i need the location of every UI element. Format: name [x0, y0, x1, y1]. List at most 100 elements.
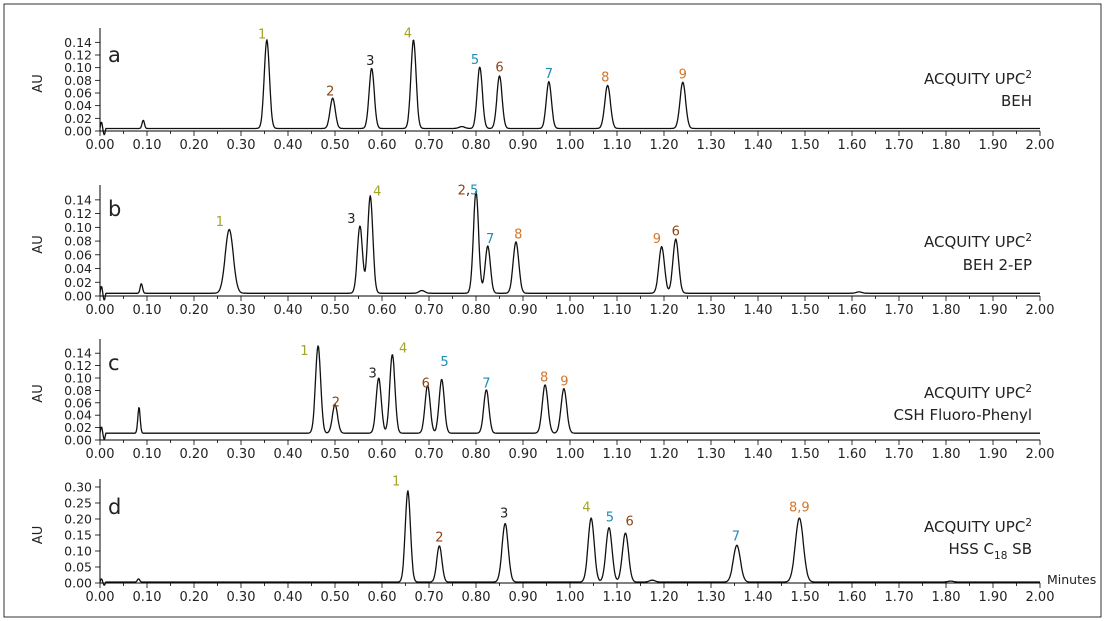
x-tick-label: 1.20 [650, 590, 679, 605]
peak-label: 4 [582, 501, 590, 516]
x-tick-label: 1.50 [791, 303, 820, 318]
x-tick-label: 1.00 [556, 303, 585, 318]
x-tick-label: 0.60 [368, 303, 397, 318]
figure-border [3, 3, 1102, 618]
column-title: ACQUITY UPC2 [924, 517, 1032, 536]
x-tick-label: 1.90 [979, 590, 1008, 605]
x-tick-label: 1.50 [791, 138, 820, 153]
x-tick-label: 1.00 [556, 447, 585, 462]
x-tick-label: 1.20 [650, 447, 679, 462]
peak-label: 8 [514, 227, 522, 242]
y-tick-label: 0.04 [64, 98, 92, 113]
panel-label: d [108, 495, 121, 519]
x-tick-label: 0.10 [133, 303, 162, 318]
x-tick-label: 1.50 [791, 447, 820, 462]
peak-label: 1 [258, 28, 266, 43]
peak-label: 5 [471, 53, 479, 68]
x-tick-label: 1.40 [744, 303, 773, 318]
x-tick-label: 1.30 [697, 303, 726, 318]
x-tick-label: 1.40 [744, 447, 773, 462]
x-tick-label: 2.00 [1026, 590, 1055, 605]
x-tick-label: 1.10 [603, 138, 632, 153]
x-tick-label: 1.90 [979, 303, 1008, 318]
x-tick-label: 0.90 [509, 590, 538, 605]
x-tick-label: 0.50 [321, 138, 350, 153]
x-tick-label: 1.00 [556, 590, 585, 605]
y-tick-label: 0.06 [64, 395, 92, 410]
y-axis-label: AU [31, 74, 46, 92]
y-tick-label: 0.10 [64, 371, 92, 386]
y-tick-label: 0.10 [64, 544, 92, 559]
chart-panels: 0.00 0.10 0.20 0.30 0.40 0.50 0.60 0.70 0.80 0.90… [31, 26, 1054, 605]
x-tick-label: 1.70 [885, 590, 914, 605]
x-tick-label: 1.80 [932, 303, 961, 318]
peak-label: 5 [440, 355, 448, 370]
x-tick-label: 0.70 [415, 447, 444, 462]
x-tick-label: 0.60 [368, 590, 397, 605]
peak-label: 3 [366, 54, 374, 69]
x-tick-label: 2.00 [1026, 138, 1055, 153]
x-tick-label: 1.40 [744, 138, 773, 153]
y-tick-label: 0.02 [64, 275, 92, 290]
x-tick-label: 1.70 [885, 303, 914, 318]
x-axis-label: Minutes [1047, 572, 1096, 587]
x-tick-label: 1.80 [932, 138, 961, 153]
peak-label: 2 [435, 530, 443, 545]
x-tick-label: 1.90 [979, 447, 1008, 462]
y-tick-label: 0.00 [64, 289, 92, 304]
x-tick-label: 0.20 [180, 138, 209, 153]
x-tick-label: 0.00 [86, 303, 115, 318]
column-name: BEH [1001, 92, 1032, 110]
peak-label: 1 [300, 344, 308, 359]
peak-label: 8 [540, 371, 548, 386]
y-tick-label: 0.08 [64, 383, 92, 398]
x-tick-label: 0.00 [86, 590, 115, 605]
x-tick-label: 0.30 [227, 303, 256, 318]
x-tick-label: 0.20 [180, 447, 209, 462]
peak-label: 6 [626, 514, 634, 529]
x-tick-label: 0.70 [415, 303, 444, 318]
x-tick-label: 1.20 [650, 138, 679, 153]
peak-label: 3 [347, 212, 355, 227]
chromatogram-trace [99, 345, 1041, 440]
x-tick-label: 2.00 [1026, 303, 1055, 318]
x-tick-label: 0.60 [368, 138, 397, 153]
x-tick-label: 1.60 [838, 590, 867, 605]
y-tick-label: 0.12 [64, 48, 92, 63]
x-tick-label: 1.60 [838, 303, 867, 318]
peak-label: 6 [422, 376, 430, 391]
x-tick-label: 1.10 [603, 590, 632, 605]
y-tick-label: 0.12 [64, 206, 92, 221]
column-name: BEH 2-EP [963, 256, 1032, 274]
peak-label: 4 [404, 26, 412, 41]
peak-label: 3 [500, 506, 508, 521]
x-tick-label: 1.80 [932, 590, 961, 605]
x-tick-label: 1.20 [650, 303, 679, 318]
panel-label: b [108, 197, 121, 221]
x-tick-label: 0.80 [462, 590, 491, 605]
x-tick-label: 0.10 [133, 138, 162, 153]
panel-b: 0.00 0.10 0.20 0.30 0.40 0.50 0.60 0.70 0.80 0.90… [31, 183, 1054, 318]
y-tick-label: 0.04 [64, 261, 92, 276]
x-tick-label: 0.40 [274, 303, 303, 318]
x-tick-label: 0.40 [274, 590, 303, 605]
x-tick-label: 1.30 [697, 138, 726, 153]
x-tick-label: 0.30 [227, 590, 256, 605]
peak-label: 1 [216, 215, 224, 230]
x-tick-label: 0.00 [86, 447, 115, 462]
y-tick-label: 0.10 [64, 220, 92, 235]
x-tick-label: 0.70 [415, 138, 444, 153]
x-tick-label: 1.00 [556, 138, 585, 153]
x-tick-label: 0.50 [321, 447, 350, 462]
x-tick-label: 0.40 [274, 447, 303, 462]
peak-label: 4 [373, 185, 381, 200]
peak-label: 5 [606, 511, 614, 526]
peak-label: 2,5 [458, 183, 479, 198]
peak-label: 7 [545, 67, 553, 82]
x-tick-label: 1.60 [838, 447, 867, 462]
peak-label: 7 [486, 232, 494, 247]
peak-label: 3 [368, 366, 376, 381]
peak-label: 6 [672, 225, 680, 240]
x-tick-label: 1.40 [744, 590, 773, 605]
